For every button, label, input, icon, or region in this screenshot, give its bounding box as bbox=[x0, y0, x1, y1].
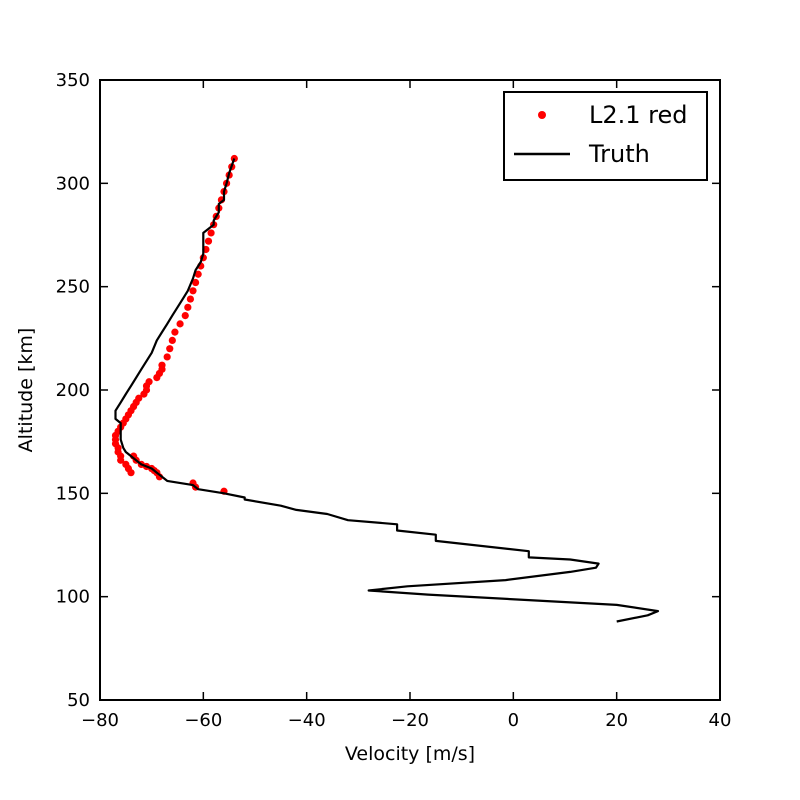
legend: L2.1 red Truth bbox=[503, 91, 708, 181]
legend-frame bbox=[503, 91, 708, 181]
data-point-l2-red bbox=[184, 303, 192, 311]
y-tick-label: 50 bbox=[67, 690, 90, 711]
data-point-l2-red bbox=[191, 278, 200, 287]
data-point-l2-red bbox=[117, 456, 125, 464]
y-tick-label: 200 bbox=[56, 380, 90, 401]
legend-entry-truth: Truth bbox=[588, 140, 650, 168]
data-point-l2-red bbox=[171, 328, 179, 336]
y-tick-label: 250 bbox=[56, 277, 90, 298]
x-tick-label: −40 bbox=[288, 710, 326, 731]
data-point-l2-red bbox=[153, 374, 161, 382]
data-point-l2-red bbox=[176, 320, 184, 328]
x-axis-label: Velocity [m/s] bbox=[345, 743, 475, 765]
data-point-l2-red bbox=[186, 295, 195, 303]
data-point-l2-red bbox=[204, 237, 213, 245]
legend-marker-l2-red bbox=[538, 111, 546, 119]
x-tick-label: 40 bbox=[709, 710, 732, 731]
data-point-l2-red bbox=[168, 336, 176, 344]
y-tick-label: 350 bbox=[56, 70, 90, 91]
legend-entry-l2-red: L2.1 red bbox=[589, 101, 688, 129]
y-tick-label: 300 bbox=[56, 173, 90, 194]
y-tick-label: 100 bbox=[56, 587, 90, 608]
data-point-l2-red bbox=[194, 270, 202, 278]
x-tick-label: −80 bbox=[81, 710, 119, 731]
data-point-l2-red bbox=[140, 390, 148, 398]
series-line-truth bbox=[114, 158, 660, 623]
data-point-l2-red bbox=[166, 345, 174, 353]
data-point-l2-red bbox=[207, 229, 215, 237]
y-tick-label: 150 bbox=[56, 483, 90, 504]
data-point-l2-red bbox=[189, 287, 197, 295]
data-point-l2-red bbox=[181, 312, 189, 320]
y-axis-label: Altitude [km] bbox=[15, 328, 37, 453]
data-point-l2-red bbox=[163, 353, 171, 361]
x-tick-label: 20 bbox=[605, 710, 628, 731]
series-layer bbox=[111, 154, 660, 623]
ticks-layer: −80 −60 −40 −20 0 20 40 50 100 150 200 250 300 350 bbox=[56, 70, 732, 731]
x-tick-label: −20 bbox=[391, 710, 429, 731]
data-point-l2-red bbox=[127, 469, 135, 477]
x-tick-label: −60 bbox=[184, 710, 222, 731]
x-tick-label: 0 bbox=[508, 710, 519, 731]
